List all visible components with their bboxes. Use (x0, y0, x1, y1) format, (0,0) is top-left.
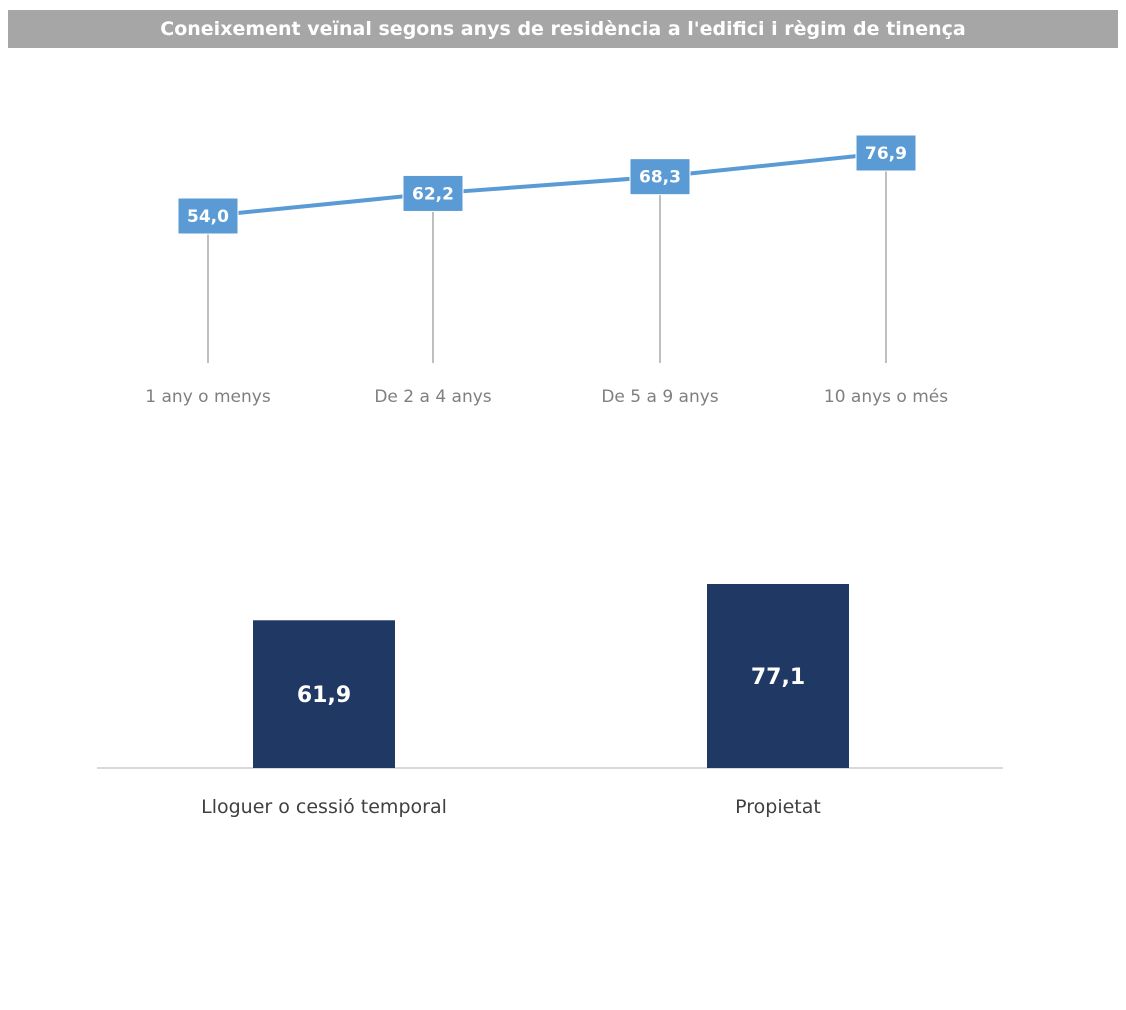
x-tick-label-4: 10 anys o més (824, 387, 948, 407)
data-point-1 (177, 197, 239, 235)
data-point-4 (855, 134, 917, 172)
x-tick-label-3: De 5 a 9 anys (601, 387, 718, 407)
data-label-2: 62,2 (412, 184, 454, 204)
data-point-2 (402, 174, 464, 212)
chart-title: Coneixement veïnal segons anys de residè… (160, 18, 966, 40)
x-tick-label-1: 1 any o menys (145, 387, 271, 407)
bar-label-1: 61,9 (297, 683, 351, 708)
data-label-4: 76,9 (865, 144, 907, 164)
x-tick-label-2: De 2 a 4 anys (374, 387, 491, 407)
bar-category-label-2: Propietat (735, 796, 821, 818)
bar-2 (707, 584, 849, 768)
line-series (207, 151, 887, 218)
bar-category-label-1: Lloguer o cessió temporal (201, 796, 447, 818)
data-label-1: 54,0 (187, 207, 229, 227)
bar-label-2: 77,1 (751, 665, 805, 690)
data-label-3: 68,3 (639, 168, 681, 188)
chart-title-bar: Coneixement veïnal segons anys de residè… (8, 10, 1118, 48)
bar-1 (253, 620, 395, 768)
data-point-3 (629, 158, 691, 196)
